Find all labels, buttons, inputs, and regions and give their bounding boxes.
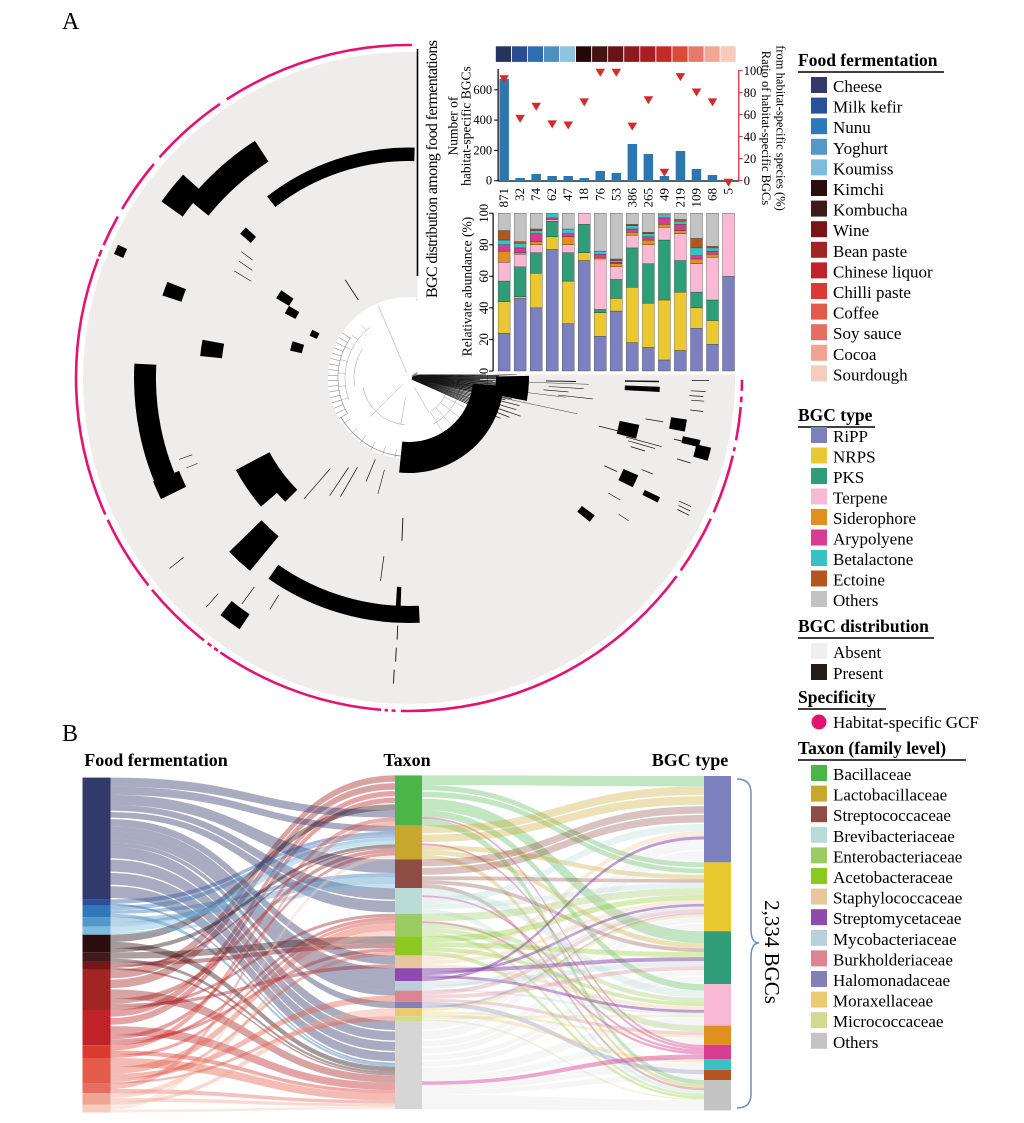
svg-text:Acetobacteraceae: Acetobacteraceae: [833, 868, 953, 887]
svg-text:Soy sauce: Soy sauce: [833, 324, 901, 343]
svg-text:Food fermentation: Food fermentation: [84, 750, 227, 770]
svg-text:Streptomycetaceae: Streptomycetaceae: [833, 909, 961, 928]
svg-text:Relativate abundance (%): Relativate abundance (%): [460, 217, 475, 356]
svg-text:Wine: Wine: [833, 221, 869, 240]
svg-text:habitat-specific BGCs: habitat-specific BGCs: [459, 66, 474, 186]
svg-text:Absent: Absent: [833, 643, 881, 662]
svg-text:Coffee: Coffee: [833, 304, 879, 323]
svg-text:265: 265: [640, 188, 655, 208]
svg-text:Food fermentation: Food fermentation: [798, 50, 938, 70]
svg-text:Bacillaceae: Bacillaceae: [833, 765, 911, 784]
svg-text:Staphylococcaceae: Staphylococcaceae: [833, 889, 962, 908]
svg-text:60: 60: [744, 108, 757, 122]
svg-text:Taxon: Taxon: [383, 750, 430, 770]
svg-text:NRPS: NRPS: [833, 448, 876, 467]
svg-text:Moraxellaceae: Moraxellaceae: [833, 992, 933, 1011]
svg-text:2,334 BGCs: 2,334 BGCs: [760, 900, 784, 1004]
svg-text:20: 20: [744, 152, 757, 166]
svg-text:32: 32: [512, 188, 527, 201]
svg-text:20: 20: [477, 333, 491, 346]
svg-text:600: 600: [473, 83, 492, 97]
svg-text:Micrococcaceae: Micrococcaceae: [833, 1012, 943, 1031]
svg-text:Taxon (family level): Taxon (family level): [798, 738, 946, 758]
svg-text:Cocoa: Cocoa: [833, 345, 877, 364]
svg-text:400: 400: [473, 113, 492, 127]
svg-text:219: 219: [672, 188, 687, 208]
svg-text:B: B: [62, 721, 78, 747]
svg-text:0: 0: [477, 368, 491, 374]
svg-text:40: 40: [477, 302, 491, 315]
svg-text:49: 49: [656, 188, 671, 201]
svg-text:Mycobacteriaceae: Mycobacteriaceae: [833, 930, 957, 949]
svg-text:40: 40: [744, 130, 757, 144]
svg-text:47: 47: [560, 188, 575, 202]
svg-text:Betalactone: Betalactone: [833, 550, 913, 569]
svg-text:80: 80: [477, 239, 491, 252]
svg-text:80: 80: [744, 86, 757, 100]
svg-text:Bean paste: Bean paste: [833, 242, 907, 261]
svg-text:Kimchi: Kimchi: [833, 180, 884, 199]
svg-text:PKS: PKS: [833, 468, 864, 487]
svg-text:Halomonadaceae: Halomonadaceae: [833, 971, 950, 990]
svg-text:5: 5: [721, 188, 736, 195]
svg-text:Present: Present: [833, 664, 883, 683]
svg-text:871: 871: [496, 188, 511, 208]
svg-text:Others: Others: [833, 1033, 878, 1052]
svg-text:Lactobacillaceae: Lactobacillaceae: [833, 786, 947, 805]
svg-text:BGC type: BGC type: [652, 750, 729, 770]
svg-text:Ectoine: Ectoine: [833, 571, 885, 590]
svg-text:62: 62: [544, 188, 559, 201]
svg-text:Chinese liquor: Chinese liquor: [833, 262, 933, 281]
svg-text:Specificity: Specificity: [798, 687, 876, 707]
svg-text:Brevibacteriaceae: Brevibacteriaceae: [833, 827, 955, 846]
svg-text:68: 68: [705, 188, 720, 201]
svg-text:Arypolyene: Arypolyene: [833, 530, 913, 549]
svg-text:200: 200: [473, 143, 492, 157]
svg-text:74: 74: [528, 188, 543, 202]
svg-text:76: 76: [592, 188, 607, 202]
svg-text:Burkholderiaceae: Burkholderiaceae: [833, 950, 953, 969]
svg-text:109: 109: [689, 188, 704, 208]
svg-text:60: 60: [477, 270, 491, 283]
svg-text:Koumiss: Koumiss: [833, 159, 893, 178]
svg-text:Chilli paste: Chilli paste: [833, 283, 911, 302]
svg-text:BGC type: BGC type: [798, 405, 873, 425]
svg-text:18: 18: [576, 188, 591, 201]
svg-text:BGC distribution: BGC distribution: [798, 616, 929, 636]
svg-text:A: A: [62, 9, 80, 35]
svg-text:Siderophore: Siderophore: [833, 509, 916, 528]
svg-text:Ratio of habitat-specific BGCs: Ratio of habitat-specific BGCs: [759, 51, 773, 206]
svg-text:Others: Others: [833, 591, 878, 610]
svg-text:Yoghurt: Yoghurt: [833, 139, 888, 158]
svg-text:BGC distribution among food fe: BGC distribution among food fermentation…: [424, 40, 441, 298]
svg-text:53: 53: [608, 188, 623, 201]
svg-text:RiPP: RiPP: [833, 427, 868, 446]
svg-text:386: 386: [624, 188, 639, 208]
svg-text:Milk kefir: Milk kefir: [833, 98, 903, 117]
svg-text:0: 0: [486, 174, 492, 188]
svg-text:from habitat-specific species: from habitat-specific species (%): [774, 45, 788, 211]
svg-text:0: 0: [744, 174, 750, 188]
svg-text:Terpene: Terpene: [833, 489, 888, 508]
svg-text:Cheese: Cheese: [833, 77, 882, 96]
svg-text:Habitat-specific GCF: Habitat-specific GCF: [833, 713, 979, 732]
svg-text:Kombucha: Kombucha: [833, 201, 908, 220]
svg-text:100: 100: [477, 204, 491, 223]
svg-text:Enterobacteriaceae: Enterobacteriaceae: [833, 847, 962, 866]
svg-text:Streptococcaceae: Streptococcaceae: [833, 806, 951, 825]
svg-text:Nunu: Nunu: [833, 118, 871, 137]
svg-text:Sourdough: Sourdough: [833, 365, 908, 384]
